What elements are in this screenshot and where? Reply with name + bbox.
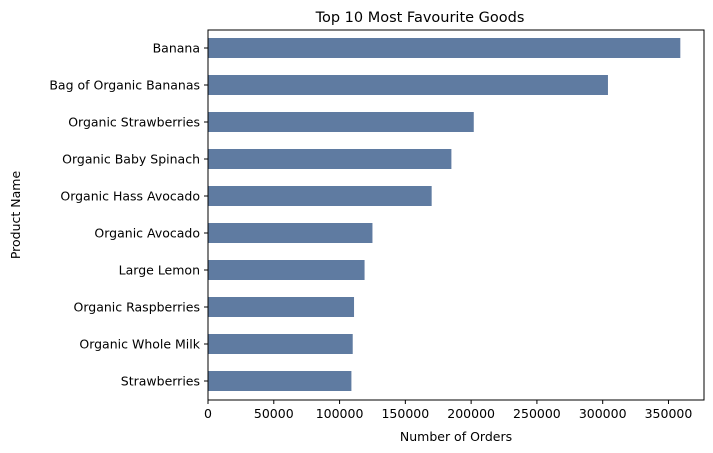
x-tick-label: 50000: [254, 406, 294, 421]
plot-frame: [207, 29, 705, 401]
bar-strawberries: [208, 371, 352, 391]
bar-bag-of-organic-bananas: [208, 75, 608, 95]
x-tick-label: 250000: [513, 406, 561, 421]
bar-organic-avocado: [208, 223, 373, 243]
bar-organic-raspberries: [208, 297, 355, 317]
y-tick-label: Large Lemon: [119, 263, 200, 278]
y-tick-label: Bag of Organic Bananas: [49, 78, 200, 93]
bar-organic-baby-spinach: [208, 149, 452, 169]
x-tick-label: 0: [204, 406, 212, 421]
y-tick-label: Banana: [153, 41, 200, 56]
y-tick-label: Organic Strawberries: [68, 115, 200, 130]
y-axis-label: Product Name: [8, 171, 23, 260]
bar-organic-strawberries: [208, 112, 474, 132]
chart-title: Top 10 Most Favourite Goods: [315, 10, 525, 26]
y-tick-label: Organic Raspberries: [74, 300, 200, 315]
y-tick-label: Organic Avocado: [94, 226, 200, 241]
x-tick-label: 100000: [316, 406, 364, 421]
x-tick-label: 300000: [579, 406, 627, 421]
bar-large-lemon: [208, 260, 365, 280]
bar-banana: [208, 38, 681, 58]
x-tick-label: 350000: [645, 406, 693, 421]
x-axis-label: Number of Orders: [400, 429, 512, 444]
bars-group: [208, 38, 681, 391]
x-tick-label: 200000: [447, 406, 495, 421]
x-tick-label: 150000: [381, 406, 429, 421]
y-tick-label: Organic Hass Avocado: [60, 189, 200, 204]
y-axis-ticks: Banana Bag of Organic Bananas Organic Stra…: [49, 41, 208, 389]
x-axis-ticks: 0 50000 100000 150000 200000 250000 300000 3500…: [204, 400, 692, 421]
bar-organic-whole-milk: [208, 334, 353, 354]
y-tick-label: Organic Baby Spinach: [62, 152, 200, 167]
y-tick-label: Organic Whole Milk: [79, 337, 200, 352]
bar-organic-hass-avocado: [208, 186, 432, 206]
y-tick-label: Strawberries: [121, 374, 200, 389]
